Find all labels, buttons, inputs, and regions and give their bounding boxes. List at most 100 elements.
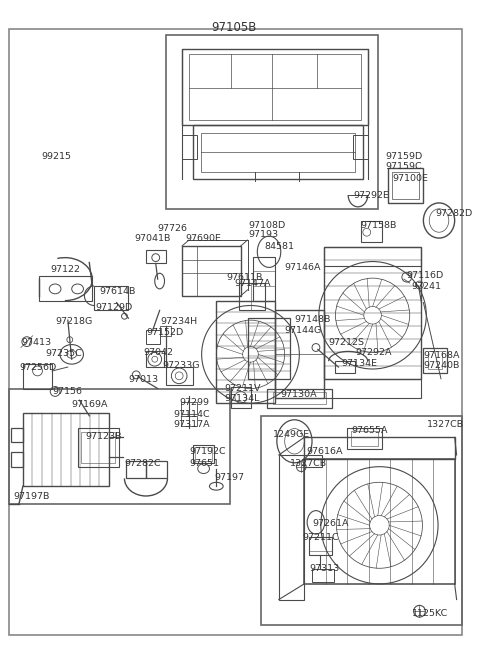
Bar: [82, 432, 115, 463]
Text: 97100E: 97100E: [392, 174, 428, 183]
Bar: [253, 257, 275, 300]
Text: 97234H: 97234H: [161, 317, 198, 326]
Bar: [146, 461, 168, 479]
Text: 97134E: 97134E: [341, 359, 377, 368]
Text: 97130A: 97130A: [281, 390, 317, 400]
Text: 97413: 97413: [21, 338, 51, 347]
Text: 97261A: 97261A: [312, 519, 348, 528]
Text: 97114C: 97114C: [173, 410, 210, 419]
Text: 97159D: 97159D: [385, 152, 422, 161]
Bar: [9, 389, 230, 504]
Bar: [428, 351, 442, 369]
Text: 97611B: 97611B: [226, 273, 263, 282]
Bar: [189, 54, 361, 120]
Text: 97134L: 97134L: [224, 394, 260, 404]
Bar: [336, 361, 355, 373]
Text: 97169A: 97169A: [72, 400, 108, 409]
Bar: [11, 428, 23, 442]
Text: 99215: 99215: [42, 152, 72, 161]
Text: 97197: 97197: [215, 473, 244, 481]
Text: 97218G: 97218G: [55, 317, 92, 326]
Text: 97690E: 97690E: [185, 234, 221, 243]
Text: 97013: 97013: [128, 375, 158, 384]
Text: 97148B: 97148B: [294, 315, 331, 325]
Bar: [160, 326, 171, 336]
Text: 84581: 84581: [265, 242, 295, 251]
Bar: [166, 367, 193, 385]
Bar: [231, 387, 252, 408]
Bar: [38, 276, 92, 300]
Text: 97192C: 97192C: [189, 447, 226, 456]
Text: 97614B: 97614B: [99, 287, 135, 296]
Text: 97144G: 97144G: [285, 326, 322, 335]
Bar: [273, 392, 326, 404]
Text: 1327CB: 1327CB: [427, 420, 465, 429]
Text: 1327CB: 1327CB: [289, 459, 327, 468]
Text: 97235C: 97235C: [45, 349, 82, 358]
Bar: [423, 347, 447, 373]
Bar: [361, 221, 383, 242]
Text: 97108D: 97108D: [249, 221, 286, 229]
Bar: [201, 133, 355, 172]
Bar: [181, 416, 197, 426]
Text: 97152D: 97152D: [146, 328, 183, 337]
Bar: [279, 455, 304, 599]
Text: 97313: 97313: [309, 564, 339, 573]
Bar: [324, 247, 421, 379]
Bar: [309, 537, 332, 554]
Bar: [166, 35, 378, 209]
Text: 97292A: 97292A: [355, 347, 392, 357]
Bar: [324, 379, 421, 398]
Bar: [275, 310, 324, 398]
Bar: [94, 286, 128, 310]
Text: 97282C: 97282C: [124, 459, 161, 468]
Bar: [195, 447, 212, 461]
Bar: [193, 125, 363, 178]
Text: 97105B: 97105B: [211, 22, 257, 34]
Bar: [239, 283, 265, 310]
Text: 97240B: 97240B: [423, 361, 460, 370]
Bar: [248, 318, 289, 379]
Bar: [193, 445, 215, 463]
Text: 97233G: 97233G: [163, 361, 200, 370]
Text: 97282D: 97282D: [435, 209, 472, 218]
Text: 97116D: 97116D: [407, 271, 444, 280]
Text: 97122: 97122: [50, 266, 80, 274]
Bar: [181, 402, 197, 414]
Text: 97212S: 97212S: [329, 338, 365, 347]
Bar: [267, 389, 332, 408]
Bar: [304, 459, 455, 584]
Text: 97158B: 97158B: [361, 221, 397, 229]
Bar: [347, 428, 383, 449]
Bar: [78, 428, 119, 467]
Bar: [11, 452, 23, 467]
Text: 97146A: 97146A: [285, 264, 321, 272]
Text: 97616A: 97616A: [306, 447, 343, 456]
Text: 97651: 97651: [189, 459, 219, 468]
Text: 97159C: 97159C: [385, 162, 422, 171]
Text: 97123B: 97123B: [85, 432, 122, 441]
Text: 97168A: 97168A: [423, 351, 460, 360]
Bar: [146, 330, 160, 343]
Bar: [216, 300, 275, 403]
Text: 97211C: 97211C: [302, 533, 339, 542]
Text: 97193: 97193: [248, 231, 278, 239]
Bar: [23, 364, 52, 389]
Text: 97241: 97241: [412, 282, 442, 291]
Bar: [388, 168, 423, 203]
Text: 97041B: 97041B: [134, 234, 171, 243]
Bar: [182, 48, 368, 125]
Text: 97211V: 97211V: [224, 384, 261, 392]
Bar: [324, 247, 421, 266]
Bar: [304, 455, 322, 467]
Bar: [23, 413, 109, 486]
Text: 97129D: 97129D: [95, 302, 132, 311]
Bar: [353, 135, 368, 159]
Bar: [312, 569, 334, 582]
Text: 97042: 97042: [143, 347, 173, 357]
Text: 97292E: 97292E: [353, 191, 389, 200]
Text: 97655A: 97655A: [351, 426, 388, 435]
Text: 1249GE: 1249GE: [273, 430, 310, 439]
Text: 1125KC: 1125KC: [412, 609, 448, 618]
Text: 97726: 97726: [157, 225, 187, 233]
